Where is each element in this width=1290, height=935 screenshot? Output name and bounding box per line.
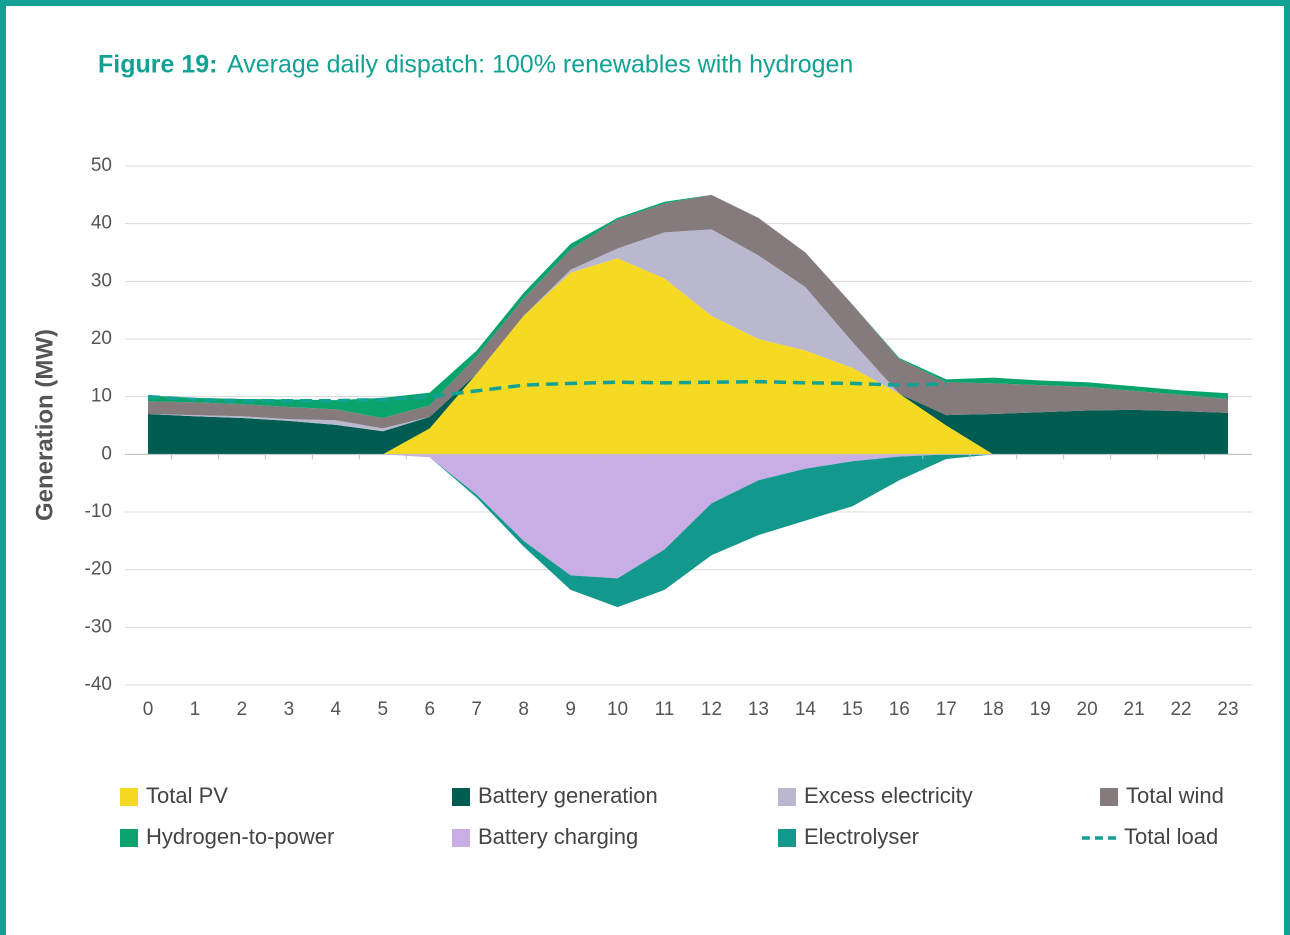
y-axis-label: Generation (MW) [31, 329, 58, 521]
area [148, 194, 1228, 429]
x-tick-label: 15 [842, 699, 863, 720]
x-tick-label: 0 [143, 699, 154, 720]
x-tick-label: 2 [237, 699, 248, 720]
y-tick-label: 10 [91, 386, 112, 407]
y-tick-label: 0 [101, 443, 112, 464]
x-tick-label: 18 [983, 699, 1004, 720]
x-tick-label: 4 [331, 699, 342, 720]
legend-swatch [120, 829, 138, 847]
legend-swatch [778, 829, 796, 847]
areas [147, 194, 1228, 608]
load-line [147, 379, 947, 403]
x-tick-label: 19 [1030, 699, 1051, 720]
y-tick-label: -20 [85, 559, 112, 580]
x-tick-label: 16 [889, 699, 910, 720]
y-tick-label: 30 [91, 270, 112, 291]
x-tick-label: 10 [607, 699, 628, 720]
x-tick-label: 1 [190, 699, 201, 720]
area [148, 258, 1228, 455]
x-tick-label: 3 [284, 699, 295, 720]
x-tick-label: 22 [1170, 699, 1191, 720]
y-tick-label: 40 [91, 213, 112, 234]
y-tick-label: -30 [85, 616, 112, 637]
legend-swatch [120, 788, 138, 806]
legend-swatch [778, 788, 796, 806]
legend-label: Excess electricity [804, 783, 973, 808]
x-tick-label: 14 [795, 699, 817, 720]
area [148, 229, 1228, 432]
legend-label: Total load [1124, 824, 1218, 849]
y-tick-label: 50 [91, 155, 112, 176]
x-tick-label: 13 [748, 699, 769, 720]
x-tick-label: 11 [655, 699, 675, 720]
y-tick-label: -40 [85, 674, 112, 695]
x-tick-label: 21 [1124, 699, 1145, 720]
y-tick-label: -10 [85, 501, 112, 522]
x-tick-label: 17 [936, 699, 957, 720]
x-tick-label: 8 [518, 699, 529, 720]
legend-label: Hydrogen-to-power [146, 824, 334, 849]
x-tick-label: 5 [377, 699, 388, 720]
legend-swatch [452, 788, 470, 806]
area [148, 454, 1228, 579]
area [148, 258, 1228, 455]
figure-label: Figure 19: [98, 51, 217, 79]
legend-swatch [452, 829, 470, 847]
legend-label: Total wind [1126, 783, 1224, 808]
legend-label: Battery charging [478, 824, 638, 849]
chart-title: Average daily dispatch: 100% renewables … [227, 51, 853, 79]
legend-label: Electrolyser [804, 824, 919, 849]
legend-swatch [1100, 788, 1118, 806]
legend: Total PV Battery generation Excess electri… [120, 783, 1224, 849]
y-tick-label: 20 [91, 328, 112, 349]
x-tick-label: 12 [701, 699, 722, 720]
legend-label: Total PV [146, 783, 228, 808]
legend-label: Battery generation [478, 783, 658, 808]
area [148, 454, 1228, 608]
x-tick-label: 23 [1217, 699, 1238, 720]
x-tick-label: 20 [1077, 699, 1098, 720]
x-tick-label: 6 [424, 699, 435, 720]
x-tick-label: 7 [471, 699, 482, 720]
x-tick-label: 9 [565, 699, 576, 720]
